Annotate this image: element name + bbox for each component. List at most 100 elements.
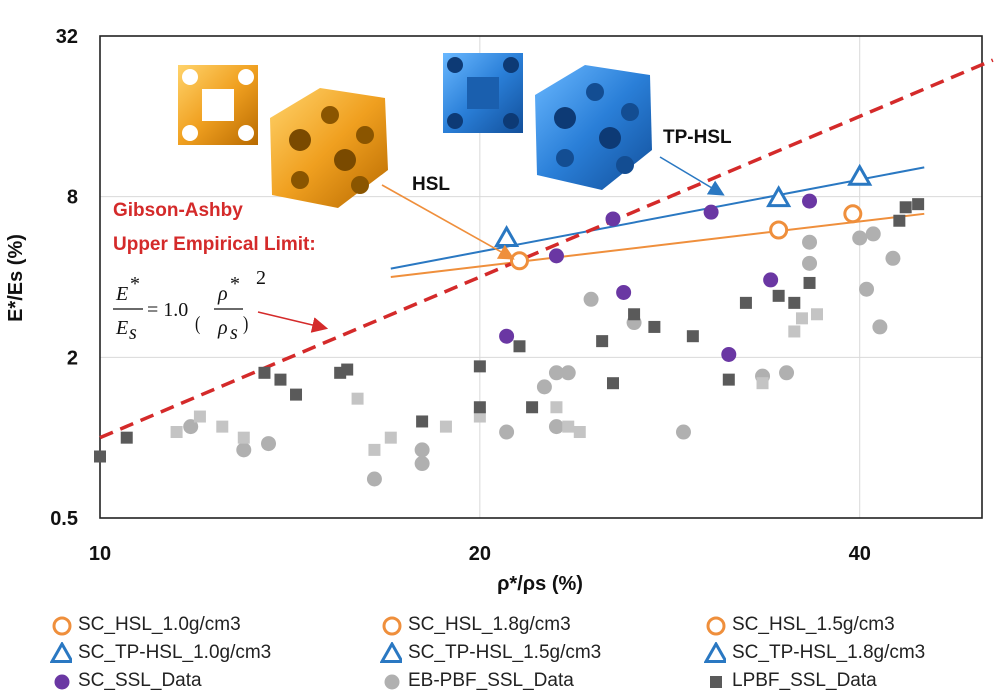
x-tick-label: 40 [849, 543, 871, 565]
lpbf-ssl-data-light-point [439, 420, 452, 433]
lpbf-ssl-data-light-point [550, 401, 563, 414]
sc-ssl-data-point [703, 204, 719, 220]
svg-text:s: s [129, 322, 137, 344]
eb-pbf-ssl-data-point [548, 365, 564, 381]
eb-pbf-ssl-data-point [183, 419, 199, 435]
hsl-lattice-image [270, 88, 388, 208]
legend-marker [706, 616, 726, 636]
sc-ssl-data-point [721, 346, 737, 362]
lpbf-ssl-data-light-point [216, 420, 229, 433]
lpbf-ssl-data-light-point [384, 431, 397, 444]
legend-marker [384, 674, 400, 690]
sc-ssl-data-point [548, 248, 564, 264]
legend-marker [50, 642, 72, 663]
legend-label: EB-PBF_SSL_Data [408, 670, 574, 691]
lpbf-ssl-data-point [899, 201, 912, 214]
sc-ssl-data-point [802, 193, 818, 209]
y-tick-label: 0.5 [50, 508, 78, 530]
svg-text:): ) [243, 312, 248, 335]
hsl-label: HSL [412, 174, 450, 195]
fit-line [99, 58, 994, 440]
svg-text:2: 2 [256, 267, 266, 289]
legend-item: SC_TP-HSL_1.0g/cm3 [50, 640, 271, 666]
eb-pbf-ssl-data-point [414, 442, 430, 458]
sc-ssl-data-point [605, 211, 621, 227]
legend-marker [382, 616, 402, 636]
lpbf-ssl-data-point [290, 388, 303, 401]
legend-label: SC_SSL_Data [78, 670, 202, 691]
eb-pbf-ssl-data-point [560, 365, 576, 381]
eb-pbf-ssl-data-point [872, 319, 888, 335]
svg-text:s: s [230, 322, 238, 344]
legend-marker [54, 674, 70, 690]
lpbf-ssl-data-light-point [756, 377, 769, 390]
svg-text:ρ: ρ [217, 317, 228, 339]
lpbf-ssl-data-light-point [810, 308, 823, 321]
legend-item: LPBF_SSL_Data [704, 668, 877, 694]
y-tick-label: 8 [67, 187, 78, 209]
eb-pbf-ssl-data-point [261, 436, 277, 452]
eb-pbf-ssl-data-point [583, 291, 599, 307]
lpbf-ssl-data-light-point [795, 312, 808, 325]
svg-text:E: E [115, 283, 128, 305]
legend-marker-shape [710, 676, 722, 688]
lpbf-ssl-data-light-point [170, 426, 183, 439]
svg-text:*: * [230, 273, 240, 295]
lpbf-ssl-data-point [526, 401, 539, 414]
tphsl-arrow [659, 156, 725, 196]
lpbf-ssl-data-point [341, 363, 354, 376]
plot-border [99, 35, 983, 519]
fit-lines [99, 58, 994, 440]
lpbf-ssl-data-point [788, 296, 801, 309]
y-tick-label: 32 [56, 26, 78, 48]
svg-text:= 1.0: = 1.0 [147, 299, 188, 321]
gibson-ashby-equation: E * E s = 1.0 ( ρ * ρ s ) 2 [113, 267, 266, 344]
y-tick-label: 2 [67, 347, 78, 369]
lpbf-ssl-data-point [606, 377, 619, 390]
lpbf-ssl-data-light-point [193, 410, 206, 423]
sc-tp-hsl-1-8g-cm3-point [847, 163, 873, 186]
legend-item: SC_TP-HSL_1.5g/cm3 [380, 640, 601, 666]
legend-marker-shape [50, 642, 72, 663]
legend-item: SC_HSL_1.5g/cm3 [704, 612, 895, 638]
legend-marker [710, 676, 722, 688]
x-tick-label: 20 [469, 543, 491, 565]
fit-line [390, 212, 925, 278]
legend-marker-shape [704, 642, 726, 663]
legend-label: SC_HSL_1.8g/cm3 [408, 614, 571, 635]
eb-pbf-ssl-data-point [414, 456, 430, 472]
lpbf-ssl-data-point [686, 330, 699, 343]
lpbf-ssl-data-light-point [237, 431, 250, 444]
lpbf-ssl-data-light-point [368, 443, 381, 456]
legend-marker-shape [54, 674, 70, 690]
legend-marker-shape [382, 616, 402, 636]
legend-marker [704, 642, 726, 663]
legend-item: SC_SSL_Data [50, 668, 202, 694]
eb-pbf-ssl-data-point [865, 226, 881, 242]
sc-hsl-1-8g-cm3-point [769, 220, 789, 240]
legend-item: SC_HSL_1.0g/cm3 [50, 612, 241, 638]
lpbf-ssl-data-point [513, 340, 526, 353]
tphsl-lattice-image [535, 65, 652, 190]
eb-pbf-ssl-data-point [236, 442, 252, 458]
lpbf-ssl-data-point [120, 431, 133, 444]
legend-label: SC_TP-HSL_1.8g/cm3 [732, 642, 926, 663]
legend-label: SC_TP-HSL_1.5g/cm3 [408, 642, 602, 663]
legend-marker-shape [52, 616, 72, 636]
hsl-unit-cell-image [178, 65, 258, 145]
hsl-arrow [381, 184, 515, 260]
data-points [94, 163, 925, 487]
legend-marker-shape [380, 642, 402, 663]
legend-item: SC_HSL_1.8g/cm3 [380, 612, 571, 638]
x-tick-label: 10 [89, 543, 111, 565]
lpbf-ssl-data-point [274, 373, 287, 386]
svg-text:E: E [115, 317, 128, 339]
legend-marker [380, 642, 402, 663]
lpbf-ssl-data-point [596, 335, 609, 348]
fit-line [390, 166, 925, 270]
legend-item: EB-PBF_SSL_Data [380, 668, 574, 694]
gibson-ashby-arrow [257, 311, 329, 333]
tphsl-unit-cell-image [443, 53, 523, 133]
lpbf-ssl-data-point [628, 308, 641, 321]
sc-tp-hsl-1-5g-cm3-point [766, 185, 792, 208]
